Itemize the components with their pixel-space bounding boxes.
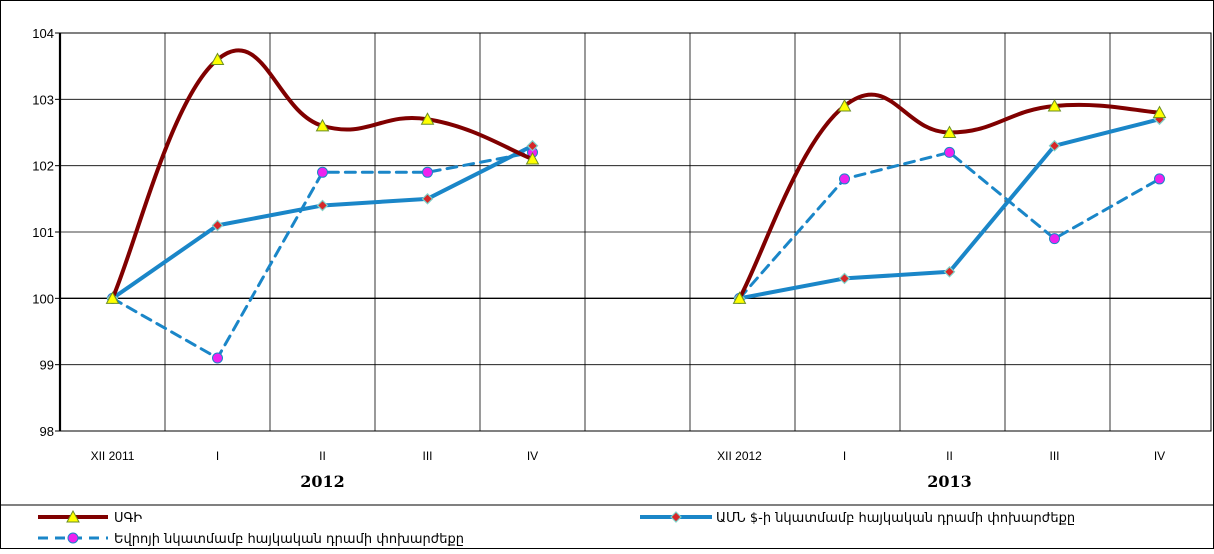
grid-layer xyxy=(59,32,1212,432)
legend-label-1: ԱՄՆ $-ի նկատմամբ հայկական դրամի փոխարժեք… xyxy=(716,511,1075,526)
marker-diamond xyxy=(943,265,956,278)
marker-triangle xyxy=(420,112,435,125)
marker-triangle xyxy=(315,118,330,132)
marker-triangle xyxy=(66,509,80,523)
y-tick-label: 102 xyxy=(32,159,54,174)
x-category-label: I xyxy=(843,449,846,463)
marker-diamond xyxy=(838,272,851,285)
marker-diamond xyxy=(1048,139,1061,152)
series-line-0-1 xyxy=(737,92,1162,301)
marker-triangle xyxy=(732,291,747,304)
y-tick-label: 98 xyxy=(40,424,54,439)
marker-diamond xyxy=(670,511,682,523)
marker-triangle xyxy=(837,98,852,112)
x-category-label: II xyxy=(319,449,326,463)
marker-triangle xyxy=(210,52,225,66)
marker-circle xyxy=(944,146,955,158)
x-category-label: III xyxy=(1049,449,1059,463)
marker-circle xyxy=(839,173,850,185)
y-tick-label: 101 xyxy=(32,225,54,240)
marker-triangle xyxy=(942,125,957,138)
marker-circle xyxy=(317,166,328,178)
y-tick-label: 104 xyxy=(32,26,54,41)
y-tick-label: 100 xyxy=(32,291,54,306)
x-category-label: XII 2012 xyxy=(717,449,762,463)
x-category-label: III xyxy=(422,449,432,463)
series-line-0-0 xyxy=(110,48,535,301)
legend-label-2: Եվրոյի նկատմամբ հայկական դրամի փոխարժեքը xyxy=(114,532,464,547)
marker-circle xyxy=(1049,233,1060,245)
series-layer xyxy=(105,48,1167,364)
marker-triangle xyxy=(1047,98,1062,112)
x-category-label: IV xyxy=(1154,449,1165,463)
marker-circle xyxy=(422,166,433,178)
marker-diamond xyxy=(211,219,224,232)
marker-triangle xyxy=(105,291,120,304)
x-category-label: I xyxy=(216,449,219,463)
marker-diamond xyxy=(316,199,329,212)
legend-label-0: ՍԳԻ xyxy=(114,511,142,526)
legend-layer: ՍԳԻ ԱՄՆ $-ի նկատմամբ հայկական դրամի փոխար… xyxy=(0,504,1214,547)
y-tick-label: 103 xyxy=(32,92,54,107)
x-category-label: XII 2011 xyxy=(91,449,135,463)
y-tick-label: 99 xyxy=(40,358,54,373)
marker-triangle xyxy=(1152,105,1167,119)
x-category-label: IV xyxy=(527,449,538,463)
marker-circle xyxy=(1154,173,1165,185)
marker-diamond xyxy=(421,192,434,205)
series-line-2-1 xyxy=(738,150,1161,300)
axis-layer: 98 99 100 101 102 103 104 xyxy=(32,26,62,439)
group-year-label: 2013 xyxy=(927,472,972,491)
group-year-label: 2012 xyxy=(300,472,345,491)
marker-circle xyxy=(67,532,79,544)
marker-diamond xyxy=(526,139,539,152)
marker-circle xyxy=(212,352,223,364)
marker-triangle xyxy=(525,151,540,165)
x-category-label: II xyxy=(946,449,953,463)
